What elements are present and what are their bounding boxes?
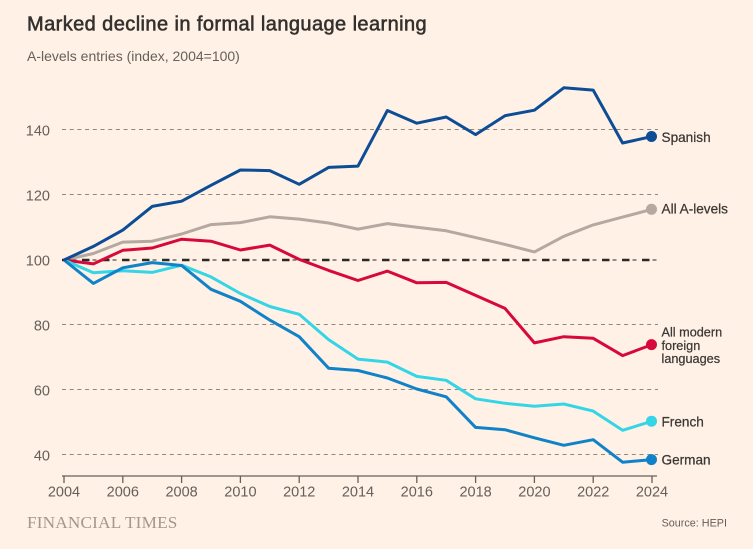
- svg-text:140: 140: [26, 123, 50, 139]
- svg-text:2006: 2006: [107, 485, 139, 501]
- svg-text:German: German: [662, 452, 711, 467]
- svg-text:Source: HEPI: Source: HEPI: [662, 518, 727, 530]
- svg-text:2014: 2014: [342, 485, 374, 501]
- svg-text:foreign: foreign: [662, 339, 701, 353]
- svg-text:Marked decline in formal langu: Marked decline in formal language learni…: [27, 14, 427, 36]
- svg-text:2008: 2008: [165, 485, 197, 501]
- svg-text:2012: 2012: [283, 485, 315, 501]
- svg-text:2016: 2016: [401, 485, 433, 501]
- svg-text:All modern: All modern: [662, 326, 723, 340]
- svg-text:2024: 2024: [636, 485, 668, 501]
- svg-text:2020: 2020: [518, 485, 550, 501]
- svg-text:40: 40: [34, 448, 50, 464]
- svg-text:2018: 2018: [459, 485, 491, 501]
- svg-text:languages: languages: [662, 352, 721, 366]
- svg-text:2010: 2010: [224, 485, 256, 501]
- svg-text:60: 60: [34, 383, 50, 399]
- svg-text:100: 100: [26, 253, 50, 269]
- svg-text:Spanish: Spanish: [662, 130, 711, 145]
- svg-text:All A-levels: All A-levels: [662, 202, 729, 217]
- svg-text:A-levels entries (index, 2004=: A-levels entries (index, 2004=100): [27, 48, 240, 64]
- svg-text:120: 120: [26, 188, 50, 204]
- svg-text:FINANCIAL TIMES: FINANCIAL TIMES: [27, 513, 178, 532]
- svg-text:2022: 2022: [577, 485, 609, 501]
- svg-text:French: French: [662, 414, 704, 429]
- svg-text:2004: 2004: [48, 485, 80, 501]
- svg-text:80: 80: [34, 318, 50, 334]
